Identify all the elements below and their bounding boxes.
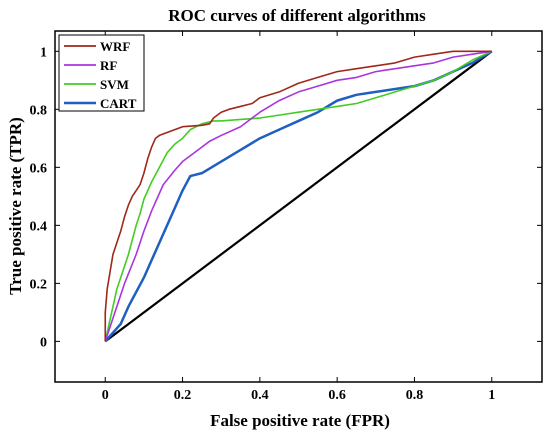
legend-label-wrf: WRF	[100, 39, 130, 54]
chart-title: ROC curves of different algorithms	[168, 6, 426, 25]
legend-label-rf: RF	[100, 58, 117, 73]
legend-box	[58, 34, 145, 112]
legend-label-cart: CART	[100, 96, 137, 111]
x-axis-ticks: 0 0.2 0.4 0.6 0.8 1	[102, 31, 495, 403]
x-axis-label: False positive rate (FPR)	[210, 411, 390, 430]
x-tick-label: 0.8	[406, 388, 424, 403]
y-tick-label: 0	[40, 335, 47, 350]
series-line-wrf	[104, 50, 492, 342]
y-tick-label: 0.6	[30, 161, 48, 176]
series-line-rf	[104, 50, 492, 342]
y-tick-label: 0.2	[30, 277, 48, 292]
x-tick-label: 0	[102, 388, 109, 403]
series-line-svm	[104, 50, 493, 342]
x-tick-label: 0.2	[174, 388, 192, 403]
y-tick-label: 1	[40, 45, 47, 60]
legend-label-svm: SVM	[100, 77, 129, 92]
y-tick-label: 0.4	[30, 219, 48, 234]
series-lines	[104, 50, 493, 343]
x-tick-label: 1	[488, 388, 495, 403]
legend: WRF RF SVM CART	[58, 34, 145, 112]
x-tick-label: 0.6	[328, 388, 346, 403]
x-tick-label: 0.4	[251, 388, 269, 403]
y-tick-label: 0.8	[30, 103, 48, 118]
y-axis-label: True positive rate (TPR)	[6, 117, 25, 295]
diagonal-reference-line	[104, 50, 493, 343]
series-line-cart	[104, 50, 493, 343]
